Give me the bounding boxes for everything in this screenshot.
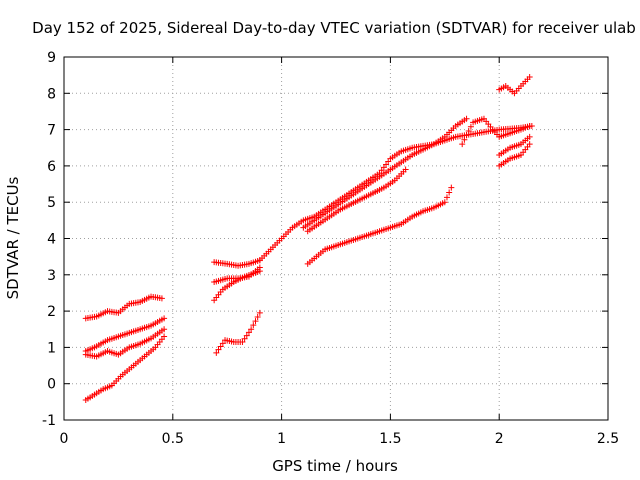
data-point <box>463 115 470 122</box>
data-points <box>82 73 535 404</box>
y-axis-title: SDTVAR / TECUs <box>4 176 22 299</box>
data-point <box>443 194 450 201</box>
data-point <box>465 128 472 135</box>
data-point <box>248 326 255 333</box>
data-point <box>461 136 468 143</box>
data-point <box>245 329 252 336</box>
y-tick-label: -1 <box>42 413 56 429</box>
data-point <box>463 132 470 139</box>
data-point <box>402 166 409 173</box>
data-point <box>441 199 448 206</box>
x-tick-label: 0.5 <box>162 431 184 447</box>
data-point <box>526 133 533 140</box>
data-point <box>254 313 261 320</box>
data-point <box>526 141 533 148</box>
x-tick-label: 1.5 <box>379 431 401 447</box>
x-tick-label: 2 <box>495 431 504 447</box>
y-tick-label: 1 <box>47 340 56 356</box>
grid-lines <box>64 57 608 420</box>
x-tick-label: 1 <box>277 431 286 447</box>
data-point <box>252 318 259 325</box>
data-point <box>448 184 455 191</box>
y-tick-label: 8 <box>47 86 56 102</box>
y-tick-label: 0 <box>47 377 56 393</box>
x-tick-label: 2.5 <box>597 431 619 447</box>
data-point <box>217 343 224 350</box>
y-tick-label: 7 <box>47 123 56 139</box>
y-tick-label: 9 <box>47 50 56 66</box>
data-point <box>219 340 226 347</box>
data-point <box>459 141 466 148</box>
data-point <box>161 326 168 333</box>
y-tick-label: 2 <box>47 304 56 320</box>
data-point <box>161 315 168 322</box>
data-point <box>256 309 263 316</box>
data-point <box>250 322 257 329</box>
data-point <box>213 349 220 356</box>
data-point <box>467 123 474 130</box>
data-point <box>215 346 222 353</box>
x-tick-label: 0 <box>60 431 69 447</box>
y-tick-label: 5 <box>47 195 56 211</box>
data-point <box>446 189 453 196</box>
y-tick-label: 3 <box>47 268 56 284</box>
chart-title: Day 152 of 2025, Sidereal Day-to-day VTE… <box>32 19 636 37</box>
plot-frame <box>63 56 609 421</box>
data-point <box>161 333 168 340</box>
data-point <box>158 295 165 302</box>
data-point <box>256 268 263 275</box>
y-tick-label: 4 <box>47 232 56 248</box>
data-point <box>243 332 250 339</box>
x-tick-labels: 0 0.5 1 1.5 2 2.5 <box>60 431 620 447</box>
data-point <box>526 73 533 80</box>
y-tick-label: 6 <box>47 159 56 175</box>
data-point <box>241 335 248 342</box>
y-tick-labels: -1 0 1 2 3 4 5 6 7 8 9 <box>42 50 56 429</box>
data-point <box>239 338 246 345</box>
x-axis-title: GPS time / hours <box>272 457 398 475</box>
data-point <box>526 122 533 129</box>
